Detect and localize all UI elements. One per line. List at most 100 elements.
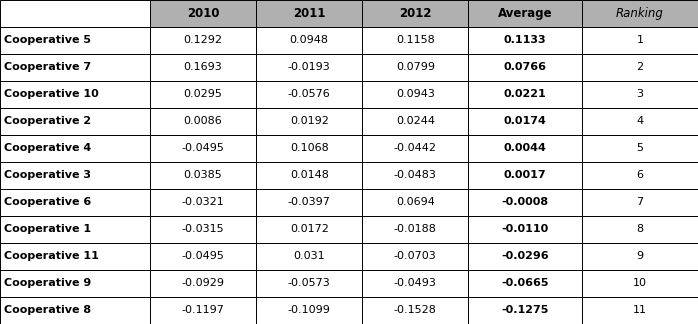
Bar	[150, 216, 256, 243]
Bar	[0, 53, 150, 81]
Text: Cooperative 9: Cooperative 9	[4, 278, 91, 288]
Bar	[0, 108, 150, 135]
Bar	[256, 243, 362, 270]
Text: 3: 3	[637, 89, 644, 99]
Text: -0.1197: -0.1197	[181, 306, 225, 316]
Text: Cooperative 10: Cooperative 10	[4, 89, 99, 99]
Text: -0.0315: -0.0315	[181, 224, 225, 234]
Text: -0.0576: -0.0576	[288, 89, 331, 99]
Text: 0.0192: 0.0192	[290, 116, 329, 126]
Bar	[468, 243, 582, 270]
Bar	[256, 162, 362, 189]
Bar	[582, 135, 698, 162]
Bar	[0, 216, 150, 243]
Bar	[582, 27, 698, 53]
Bar	[150, 297, 256, 324]
Text: Cooperative 1: Cooperative 1	[4, 224, 91, 234]
Text: -0.0703: -0.0703	[394, 251, 437, 261]
Text: 0.0044: 0.0044	[504, 143, 547, 153]
Text: -0.1275: -0.1275	[502, 306, 549, 316]
Text: 0.1292: 0.1292	[184, 35, 223, 45]
Bar	[256, 189, 362, 216]
Bar	[582, 81, 698, 108]
Bar	[0, 297, 150, 324]
Bar	[468, 27, 582, 53]
Text: 0.031: 0.031	[293, 251, 325, 261]
Bar	[468, 135, 582, 162]
Text: -0.0397: -0.0397	[288, 197, 331, 207]
Bar	[256, 216, 362, 243]
Text: 0.1133: 0.1133	[504, 35, 547, 45]
Bar	[362, 189, 468, 216]
Bar	[362, 53, 468, 81]
Text: 6: 6	[637, 170, 644, 180]
Text: 0.0221: 0.0221	[504, 89, 547, 99]
Bar	[362, 162, 468, 189]
Bar	[582, 53, 698, 81]
Text: Cooperative 8: Cooperative 8	[4, 306, 91, 316]
Bar	[0, 243, 150, 270]
Bar	[150, 135, 256, 162]
Bar	[362, 297, 468, 324]
Text: 0.0148: 0.0148	[290, 170, 329, 180]
Bar	[150, 81, 256, 108]
Text: 9: 9	[637, 251, 644, 261]
Text: 0.0943: 0.0943	[396, 89, 435, 99]
Text: -0.0573: -0.0573	[288, 278, 331, 288]
Text: 1: 1	[637, 35, 644, 45]
Text: 0.1693: 0.1693	[184, 62, 223, 72]
Text: -0.0495: -0.0495	[181, 251, 225, 261]
Text: 0.0694: 0.0694	[396, 197, 435, 207]
Text: 7: 7	[637, 197, 644, 207]
Text: -0.0442: -0.0442	[394, 143, 437, 153]
Text: 0.0766: 0.0766	[504, 62, 547, 72]
Bar	[582, 108, 698, 135]
Text: 0.0295: 0.0295	[184, 89, 223, 99]
Bar	[256, 81, 362, 108]
Text: -0.0296: -0.0296	[501, 251, 549, 261]
Text: Cooperative 5: Cooperative 5	[4, 35, 91, 45]
Text: Ranking: Ranking	[616, 7, 664, 20]
Text: 2011: 2011	[293, 7, 325, 20]
Bar	[362, 108, 468, 135]
Bar	[582, 0, 698, 27]
Bar	[0, 270, 150, 297]
Text: Average: Average	[498, 7, 553, 20]
Bar	[256, 53, 362, 81]
Text: Cooperative 4: Cooperative 4	[4, 143, 91, 153]
Text: Cooperative 2: Cooperative 2	[4, 116, 91, 126]
Text: -0.0929: -0.0929	[181, 278, 225, 288]
Text: 10: 10	[633, 278, 647, 288]
Text: -0.0493: -0.0493	[394, 278, 437, 288]
Text: Cooperative 3: Cooperative 3	[4, 170, 91, 180]
Text: 0.1158: 0.1158	[396, 35, 435, 45]
Bar	[468, 108, 582, 135]
Bar	[582, 243, 698, 270]
Text: 4: 4	[637, 116, 644, 126]
Bar	[362, 0, 468, 27]
Text: Cooperative 11: Cooperative 11	[4, 251, 99, 261]
Bar	[582, 216, 698, 243]
Bar	[362, 243, 468, 270]
Bar	[362, 81, 468, 108]
Text: 0.0086: 0.0086	[184, 116, 223, 126]
Bar	[468, 297, 582, 324]
Bar	[468, 162, 582, 189]
Bar	[582, 189, 698, 216]
Text: -0.0110: -0.0110	[502, 224, 549, 234]
Bar	[150, 189, 256, 216]
Bar	[468, 216, 582, 243]
Text: -0.1099: -0.1099	[288, 306, 331, 316]
Text: 2010: 2010	[187, 7, 219, 20]
Bar	[362, 216, 468, 243]
Bar	[0, 27, 150, 53]
Text: Cooperative 6: Cooperative 6	[4, 197, 91, 207]
Bar	[256, 0, 362, 27]
Text: 0.0799: 0.0799	[396, 62, 435, 72]
Text: 8: 8	[637, 224, 644, 234]
Text: 0.0385: 0.0385	[184, 170, 223, 180]
Bar	[362, 27, 468, 53]
Bar	[256, 135, 362, 162]
Bar	[150, 0, 256, 27]
Bar	[150, 243, 256, 270]
